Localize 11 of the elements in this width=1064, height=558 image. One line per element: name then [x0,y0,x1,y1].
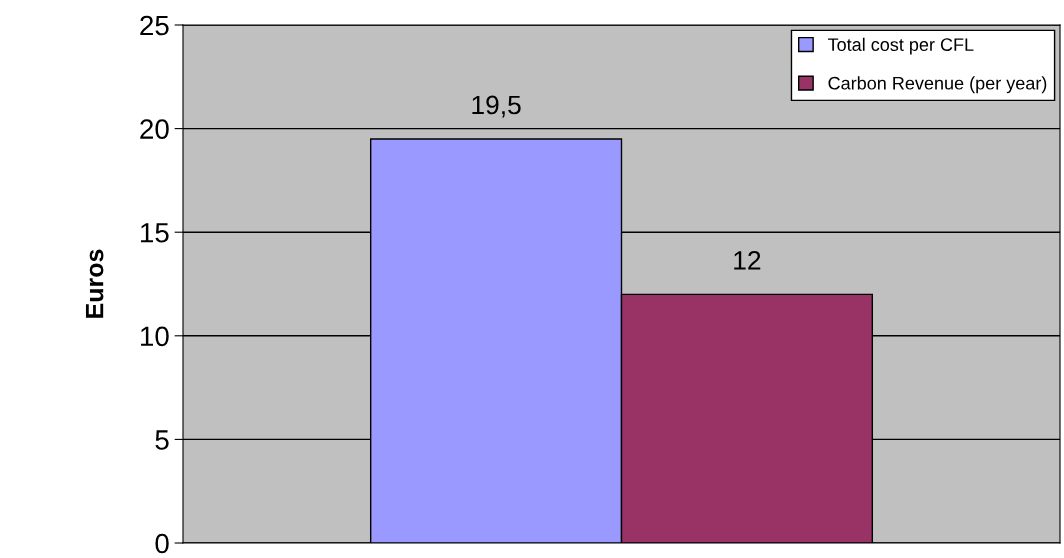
y-tick-label: 25 [140,15,169,36]
y-tick-label: 10 [141,326,169,347]
legend-label: Carbon Revenue (per year) [828,76,1047,94]
y-tick-label: 5 [155,430,169,450]
y-tick-label: 20 [140,119,169,139]
y-tick-label: 15 [141,223,169,243]
y-tick-label: 0 [155,533,169,554]
y-axis-title: Euros [85,249,104,318]
data-label: 19,5 [472,95,521,118]
legend-label: Total cost per CFL [828,37,974,55]
data-label: 12 [734,251,761,270]
